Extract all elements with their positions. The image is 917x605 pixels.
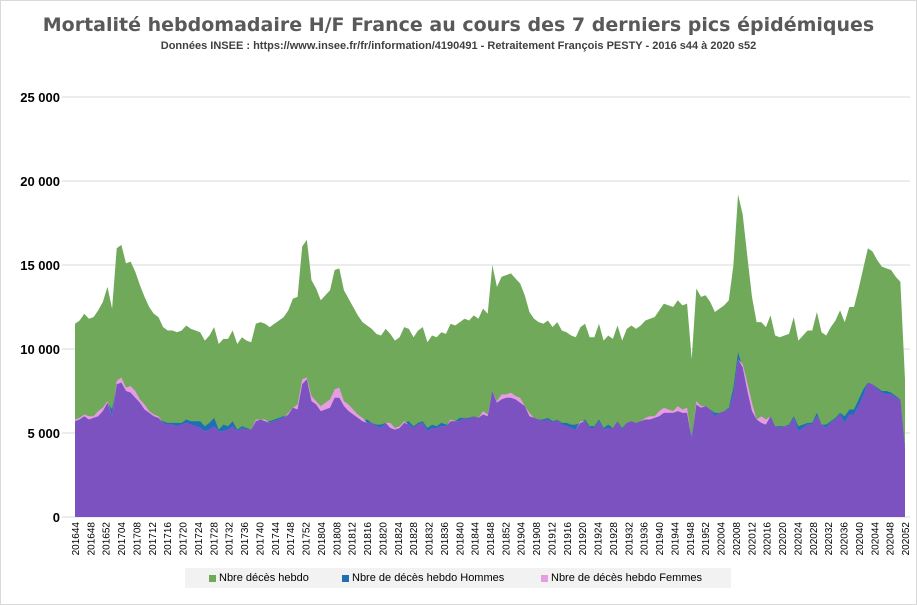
- x-tick-label: 201916: [563, 522, 574, 556]
- x-tick-label: 201824: [394, 522, 405, 556]
- x-tick-label: 201708: [133, 522, 144, 556]
- x-tick-label: 201716: [163, 522, 174, 556]
- y-tick-label: 25 000: [20, 90, 60, 105]
- legend-swatch-hommes: [342, 574, 349, 582]
- x-tick-label: 201928: [609, 522, 620, 556]
- x-tick-label: 202020: [778, 522, 789, 556]
- x-tick-label: 202040: [855, 522, 866, 556]
- legend-swatch-total: [209, 574, 216, 582]
- legend-item-femmes: Nbre de décès hebdo Femmes: [541, 572, 702, 584]
- x-tick-label: 202008: [732, 522, 743, 556]
- legend-label-femmes: Nbre de décès hebdo Femmes: [551, 572, 703, 584]
- x-tick-label: 201808: [332, 522, 343, 556]
- legend-swatch-femmes: [541, 574, 548, 582]
- x-tick-label: 201812: [348, 522, 359, 556]
- x-tick-label: 201840: [455, 522, 466, 556]
- x-tick-label: 201920: [578, 522, 589, 556]
- x-tick-label: 201804: [317, 522, 328, 556]
- chart-title: Mortalité hebdomadaire H/F France au cou…: [42, 14, 875, 36]
- x-tick-label: 201712: [148, 522, 159, 556]
- x-tick-label: 202036: [840, 522, 851, 556]
- x-tick-label: 202028: [809, 522, 820, 556]
- x-tick-label: 201924: [594, 522, 605, 556]
- x-tick-label: 201912: [548, 522, 559, 556]
- x-tick-label: 201728: [209, 522, 220, 556]
- series-areas: [75, 194, 905, 517]
- x-tick-label: 201748: [286, 522, 297, 556]
- x-tick-label: 202052: [901, 522, 912, 556]
- x-tick-label: 201752: [302, 522, 313, 556]
- x-tick-label: 201820: [378, 522, 389, 556]
- y-tick-label: 5 000: [27, 426, 60, 441]
- x-tick-label: 201704: [117, 522, 128, 556]
- x-tick-label: 202024: [793, 522, 804, 556]
- x-tick-label: 201952: [701, 522, 712, 556]
- x-tick-label: 201836: [440, 522, 451, 556]
- x-tick-label: 201944: [670, 522, 681, 556]
- chart-subtitle: Données INSEE : https://www.insee.fr/fr/…: [160, 40, 757, 52]
- x-tick-label: 201852: [501, 522, 512, 556]
- x-tick-label: 201740: [255, 522, 266, 556]
- x-tick-label: 202032: [824, 522, 835, 556]
- area-overlap: [75, 359, 905, 517]
- x-tick-label: 201720: [179, 522, 190, 556]
- x-tick-label: 201816: [363, 522, 374, 556]
- x-tick-label: 201844: [471, 522, 482, 556]
- x-tick-label: 201648: [86, 522, 97, 556]
- x-tick-label: 201940: [655, 522, 666, 556]
- y-axis-ticks: 0 5 000 10 000 15 000 20 000 25 000: [20, 90, 60, 525]
- x-tick-label: 201652: [102, 522, 113, 556]
- y-tick-label: 0: [53, 510, 60, 525]
- x-axis-ticks: 201644 201648 201652 201704 201708 201712 2017…: [71, 522, 912, 556]
- x-tick-label: 201932: [624, 522, 635, 556]
- x-tick-label: 202016: [763, 522, 774, 556]
- x-tick-label: 201724: [194, 522, 205, 556]
- legend-label-hommes: Nbre de décès hebdo Hommes: [352, 572, 505, 584]
- x-tick-label: 201736: [240, 522, 251, 556]
- x-tick-label: 201848: [486, 522, 497, 556]
- x-tick-label: 201744: [271, 522, 282, 556]
- x-tick-label: 201948: [686, 522, 697, 556]
- x-tick-label: 201732: [225, 522, 236, 556]
- y-tick-label: 20 000: [20, 174, 60, 189]
- x-tick-label: 201904: [517, 522, 528, 556]
- y-tick-label: 10 000: [20, 342, 60, 357]
- x-tick-label: 202048: [886, 522, 897, 556]
- x-tick-label: 201936: [640, 522, 651, 556]
- x-tick-label: 201828: [409, 522, 420, 556]
- x-tick-label: 202012: [747, 522, 758, 556]
- chart-legend: Nbre décès hebdo Nbre de décès hebdo Hom…: [185, 568, 731, 588]
- x-tick-label: 202004: [717, 522, 728, 556]
- y-tick-label: 15 000: [20, 258, 60, 273]
- x-tick-label: 201644: [71, 522, 82, 556]
- legend-item-total: Nbre décès hebdo: [209, 572, 309, 584]
- legend-label-total: Nbre décès hebdo: [219, 572, 309, 584]
- x-tick-label: 201908: [532, 522, 543, 556]
- legend-item-hommes: Nbre de décès hebdo Hommes: [342, 572, 504, 584]
- x-tick-label: 201832: [425, 522, 436, 556]
- x-tick-label: 202044: [870, 522, 881, 556]
